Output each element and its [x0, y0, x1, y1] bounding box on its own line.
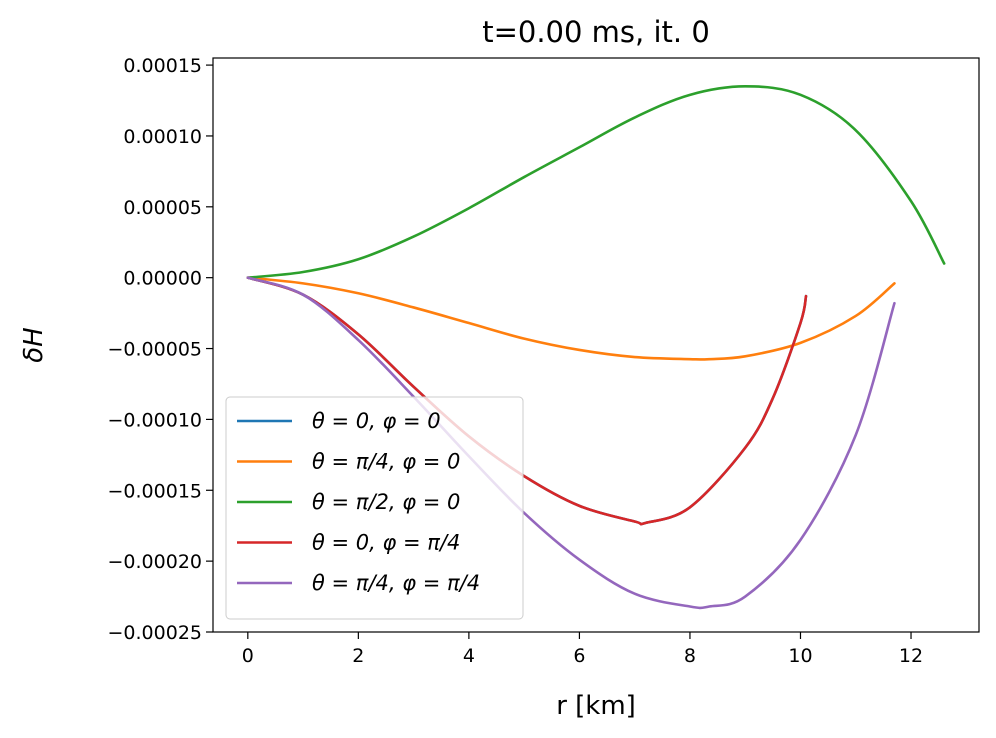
series-lines [246, 85, 946, 610]
series-line-3 [246, 85, 946, 279]
plot-frame [212, 57, 980, 633]
legend-label-5: θ = π/4, φ = π/4 [312, 571, 480, 595]
y-tick-label: 0.00000 [123, 268, 202, 290]
chart-title: t=0.00 ms, it. 0 [482, 15, 710, 49]
legend-box [225, 396, 524, 620]
x-tick-label: 2 [352, 645, 364, 667]
series-line-5 [246, 276, 896, 610]
y-tick-label: −0.00015 [108, 480, 203, 502]
x-tick-label: 10 [788, 645, 812, 667]
x-axis: 0 2 4 6 8 10 12 [242, 632, 923, 667]
y-axis-label: δH [19, 327, 49, 362]
legend: θ = 0, φ = 0 θ = π/4, φ = 0 θ = π/2, φ = 0… [225, 396, 524, 620]
series-line-4 [246, 276, 808, 526]
x-tick-label: 6 [573, 645, 585, 667]
x-axis-label: r [km] [556, 691, 636, 721]
x-tick-label: 4 [463, 645, 475, 667]
y-tick-label: 0.00010 [123, 126, 202, 148]
y-axis: 0.00015 0.00010 0.00005 0.00000 −0.00005 −0.0… [108, 55, 213, 644]
legend-label-1: θ = 0, φ = 0 [312, 409, 441, 433]
y-tick-label: −0.00020 [108, 551, 203, 573]
legend-label-4: θ = 0, φ = π/4 [312, 531, 460, 555]
y-tick-label: −0.00010 [108, 409, 203, 431]
legend-label-2: θ = π/4, φ = 0 [312, 450, 460, 474]
x-tick-label: 8 [684, 645, 696, 667]
x-tick-label: 12 [899, 645, 923, 667]
legend-label-3: θ = π/2, φ = 0 [312, 490, 460, 514]
y-tick-label: 0.00015 [123, 55, 202, 77]
y-tick-label: −0.00005 [108, 339, 203, 361]
series-line-2 [246, 276, 896, 361]
x-tick-label: 0 [242, 645, 254, 667]
y-tick-label: 0.00005 [123, 197, 202, 219]
y-tick-label: −0.00025 [108, 622, 203, 644]
